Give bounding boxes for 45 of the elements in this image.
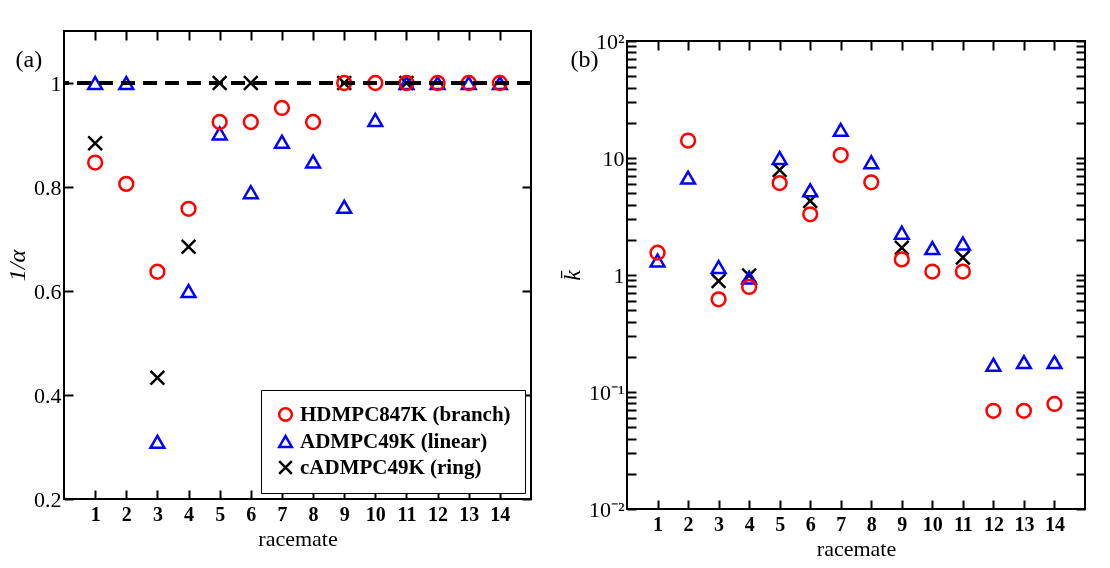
x-tick-label: 8	[866, 512, 877, 535]
x-tick-label: 8	[308, 502, 319, 525]
x-tick-label: 7	[277, 502, 288, 525]
legend-label: HDMPC847K (branch)	[300, 401, 511, 426]
x-tick-label: 1	[653, 512, 664, 535]
y-tick-label: 0.4	[34, 382, 62, 408]
x-tick-label: 10	[922, 512, 943, 535]
y-axis-title: 1/α	[4, 249, 30, 282]
x-tick-label: 3	[714, 512, 725, 535]
x-tick-label: 4	[184, 502, 195, 525]
x-tick-label: 10	[365, 502, 386, 525]
x-tick-label: 11	[397, 502, 417, 525]
legend-label: ADMPC49K (linear)	[300, 428, 488, 453]
x-tick-label: 12	[428, 502, 449, 525]
x-tick-label: 1	[90, 502, 101, 525]
x-tick-label: 6	[805, 512, 816, 535]
x-tick-label: 14	[1044, 512, 1065, 535]
x-tick-label: 14	[490, 502, 511, 525]
x-tick-label: 7	[836, 512, 847, 535]
x-tick-label: 6	[246, 502, 257, 525]
x-tick-label: 2	[121, 502, 132, 525]
y-axis-title: k̄	[558, 269, 585, 281]
x-tick-label: 3	[152, 502, 163, 525]
y-tick-label: 10⁻²	[588, 496, 625, 522]
x-axis-title: racemate	[816, 535, 897, 561]
y-tick-label: 1	[613, 262, 625, 288]
y-tick-label: 10	[602, 145, 625, 171]
x-tick-label: 5	[775, 512, 786, 535]
x-tick-label: 11	[953, 512, 973, 535]
y-tick-label: 1	[50, 70, 62, 96]
x-tick-label: 4	[744, 512, 755, 535]
x-axis-title: racemate	[258, 525, 338, 551]
y-tick-label: 10⁻¹	[588, 379, 625, 405]
x-tick-label: 13	[459, 502, 480, 525]
y-tick-label: 0.2	[34, 486, 62, 512]
x-tick-label: 5	[215, 502, 226, 525]
x-tick-label: 2	[683, 512, 694, 535]
x-tick-label: 13	[1014, 512, 1035, 535]
y-tick-label: 0.6	[34, 278, 62, 304]
x-tick-label: 9	[897, 512, 908, 535]
text: (a)	[15, 46, 43, 72]
x-tick-label: 12	[983, 512, 1004, 535]
legend-label: cADMPC49K (ring)	[300, 454, 482, 479]
y-tick-label: 0.8	[34, 174, 62, 200]
x-tick-label: 9	[339, 502, 350, 525]
